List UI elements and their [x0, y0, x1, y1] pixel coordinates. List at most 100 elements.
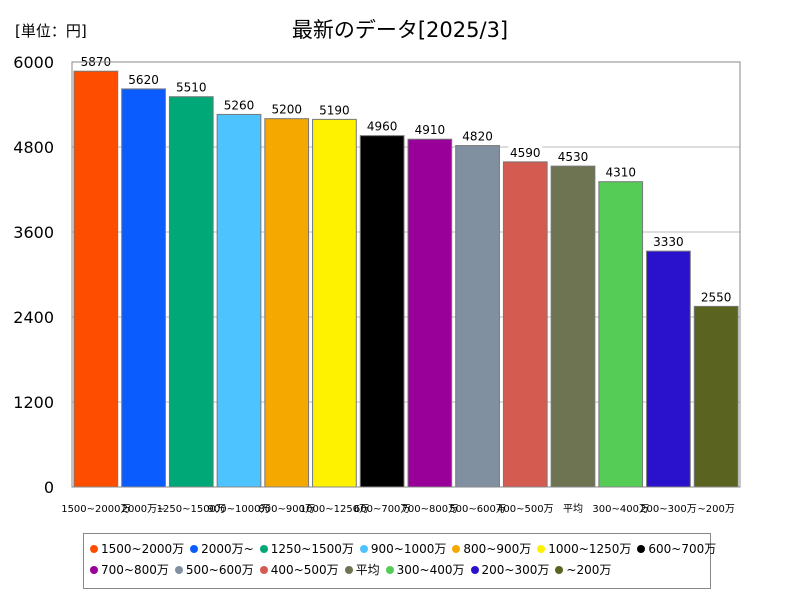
x-tick-label: 900~1000万 [208, 504, 271, 515]
legend-marker [555, 565, 564, 574]
x-tick-label: 400~500万 [497, 504, 554, 515]
x-tick-label: 800~900万 [258, 504, 315, 515]
bar [121, 88, 166, 488]
value-label: 2550 [701, 290, 732, 304]
unit-label: [単位：円] [15, 22, 87, 40]
legend-marker [190, 544, 199, 553]
legend-item: 400~500万 [259, 561, 339, 578]
value-label-bg [317, 102, 352, 118]
y-tick-label: 2400 [13, 308, 54, 327]
x-tick-label: 2000万~ [122, 504, 166, 515]
legend-label: 1250~1500万 [270, 542, 354, 556]
bar [693, 305, 739, 488]
value-label-bg [508, 144, 543, 160]
legend-item: 200~300万 [470, 561, 550, 578]
value-label: 5190 [319, 103, 350, 117]
legend-item: 1250~1500万 [259, 540, 354, 557]
legend-marker [537, 544, 546, 553]
bar [407, 138, 453, 488]
legend-label: 200~300万 [481, 563, 550, 577]
legend-marker [359, 544, 368, 553]
legend-label: 1500~2000万 [101, 542, 185, 556]
value-label-bg [699, 289, 734, 305]
bar [216, 113, 262, 488]
bar [455, 145, 500, 488]
legend-label: 900~1000万 [370, 542, 447, 556]
x-tick-label: 平均 [563, 503, 583, 515]
value-label-bg [222, 97, 256, 113]
legend-marker [344, 565, 353, 574]
bar [598, 181, 644, 488]
legend-item: ~200万 [555, 561, 611, 578]
legend-marker [259, 565, 268, 574]
legend-item: 平均 [344, 561, 380, 578]
legend-item: 1000~1250万 [537, 540, 631, 557]
bar [264, 118, 310, 488]
legend-label: 平均 [355, 563, 380, 577]
legend-label: 500~600万 [185, 563, 254, 577]
x-tick-label: 300~400万 [592, 504, 649, 515]
y-tick-label: 0 [44, 478, 54, 497]
legend-marker [90, 565, 98, 574]
chart-title: 最新のデータ[2025/3] [291, 18, 509, 42]
legend-row: 1500~2000万 2000万~ 1250~1500万 900~1000万 800~9… [90, 538, 716, 559]
legend-label: 300~400万 [396, 563, 465, 577]
value-label-bg [365, 118, 400, 134]
value-label: 5200 [271, 103, 302, 117]
legend-marker [470, 565, 479, 574]
legend-item: 800~900万 [452, 540, 531, 557]
value-label: 4590 [510, 146, 541, 160]
x-tick-label: 200~300万 [640, 504, 697, 515]
value-label: 5510 [176, 81, 207, 95]
value-label-bg [651, 234, 686, 250]
value-label-bg [460, 128, 495, 144]
value-label-bg [556, 149, 590, 165]
value-label: 4910 [415, 123, 446, 137]
bars [73, 70, 739, 488]
legend-item: 700~800万 [90, 561, 169, 578]
value-label-bg [126, 71, 161, 87]
legend-item: 500~600万 [174, 561, 254, 578]
legend-item: 2000万~ [190, 540, 254, 557]
x-tick-label: 1500~2000万 [61, 504, 130, 515]
y-tick-label: 1200 [13, 393, 54, 412]
bar [646, 250, 691, 488]
value-label-bg [269, 101, 304, 117]
legend-marker [174, 565, 183, 574]
value-label: 4310 [605, 166, 636, 180]
legend-item: 1500~2000万 [90, 540, 184, 557]
x-tick-label: 1000~1250万 [300, 504, 369, 515]
legend-item: 300~400万 [385, 561, 465, 578]
value-label: 4960 [367, 120, 398, 134]
legend: 1500~2000万 2000万~ 1250~1500万 900~1000万 800~9… [83, 533, 716, 589]
legend-label: 600~700万 [648, 542, 717, 556]
bar [73, 70, 119, 488]
value-label-bg [412, 122, 447, 138]
y-axis-ticks: 0 1200 2400 3600 4800 6000 [13, 53, 54, 497]
bar [312, 118, 357, 488]
legend-label: 700~800万 [101, 563, 169, 577]
legend-label: 2000万~ [201, 542, 254, 556]
x-tick-label: ~200万 [697, 504, 734, 515]
legend-marker [90, 544, 98, 553]
bar [550, 165, 596, 488]
legend-marker [637, 544, 646, 553]
x-tick-label: 500~600万 [449, 504, 506, 515]
value-label: 4530 [558, 150, 589, 164]
legend-marker [385, 565, 394, 574]
bar [168, 96, 214, 488]
legend-marker [452, 544, 461, 553]
legend-item: 900~1000万 [359, 540, 447, 557]
legend-item: 600~700万 [637, 540, 716, 557]
y-tick-label: 4800 [13, 138, 54, 157]
value-label: 4820 [462, 130, 493, 144]
value-label: 3330 [653, 235, 684, 249]
plot-frame [71, 61, 741, 488]
value-label: 5260 [224, 98, 255, 112]
value-label-bg [174, 79, 209, 95]
legend-row: 700~800万 500~600万 400~500万 平均 300~400万 200~30… [90, 559, 704, 580]
legend-label: 400~500万 [270, 563, 339, 577]
x-tick-label: 1250~1500万 [157, 504, 226, 515]
